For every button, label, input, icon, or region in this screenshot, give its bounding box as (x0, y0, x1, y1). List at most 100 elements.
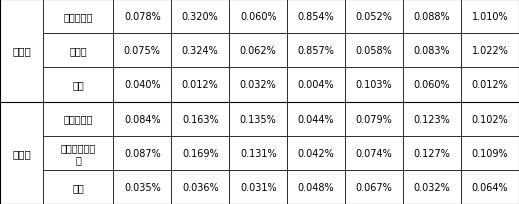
Text: 0.062%: 0.062% (240, 46, 277, 56)
Bar (461, 170, 519, 204)
Text: 0.032%: 0.032% (240, 80, 277, 90)
Bar (229, 68, 287, 102)
Bar (171, 102, 229, 136)
Bar (171, 170, 229, 204)
Text: 0.103%: 0.103% (356, 80, 392, 90)
Text: 比色法: 比色法 (69, 46, 87, 56)
Text: 0.035%: 0.035% (124, 182, 161, 192)
Bar (113, 0, 171, 34)
Bar (287, 68, 345, 102)
Text: 0.123%: 0.123% (414, 114, 450, 124)
Bar (43, 136, 113, 170)
Bar (461, 136, 519, 170)
Text: 0.044%: 0.044% (298, 114, 334, 124)
Bar (403, 102, 461, 136)
Bar (287, 102, 345, 136)
Text: 0.109%: 0.109% (472, 148, 508, 158)
Bar (229, 0, 287, 34)
Text: 0.078%: 0.078% (124, 12, 161, 22)
Text: 0.324%: 0.324% (182, 46, 218, 56)
Bar (403, 34, 461, 68)
Text: 误差: 误差 (72, 80, 84, 90)
Bar (229, 170, 287, 204)
Text: 0.042%: 0.042% (298, 148, 335, 158)
Bar (113, 68, 171, 102)
Bar (461, 0, 519, 34)
Text: 0.320%: 0.320% (182, 12, 218, 22)
Text: 荺光分析法: 荺光分析法 (63, 12, 93, 22)
Bar (43, 170, 113, 204)
Text: 荺光分析法: 荺光分析法 (63, 114, 93, 124)
Text: 0.074%: 0.074% (356, 148, 392, 158)
Text: 0.127%: 0.127% (414, 148, 450, 158)
Text: 1.010%: 1.010% (472, 12, 508, 22)
Bar (0, 0, 43, 102)
Text: 0.079%: 0.079% (356, 114, 392, 124)
Bar (43, 102, 113, 136)
Bar (287, 136, 345, 170)
Text: 0.012%: 0.012% (472, 80, 509, 90)
Bar (345, 136, 403, 170)
Text: 0.032%: 0.032% (414, 182, 450, 192)
Text: 0.058%: 0.058% (356, 46, 392, 56)
Text: 法: 法 (75, 155, 81, 165)
Text: 0.087%: 0.087% (124, 148, 161, 158)
Text: 0.163%: 0.163% (182, 114, 218, 124)
Bar (461, 34, 519, 68)
Text: 氟含量: 氟含量 (12, 46, 31, 56)
Bar (403, 170, 461, 204)
Text: 0.012%: 0.012% (182, 80, 218, 90)
Bar (403, 68, 461, 102)
Bar (113, 34, 171, 68)
Text: 0.048%: 0.048% (298, 182, 334, 192)
Bar (43, 34, 113, 68)
Bar (287, 34, 345, 68)
Text: 0.083%: 0.083% (414, 46, 450, 56)
Text: 氯含量: 氯含量 (12, 148, 31, 158)
Text: 0.857%: 0.857% (298, 46, 335, 56)
Bar (287, 170, 345, 204)
Text: 0.084%: 0.084% (124, 114, 160, 124)
Text: 0.036%: 0.036% (182, 182, 218, 192)
Text: 0.102%: 0.102% (472, 114, 509, 124)
Bar (171, 34, 229, 68)
Bar (345, 34, 403, 68)
Text: 0.052%: 0.052% (356, 12, 392, 22)
Text: 0.135%: 0.135% (240, 114, 277, 124)
Bar (461, 102, 519, 136)
Bar (345, 102, 403, 136)
Text: 0.031%: 0.031% (240, 182, 277, 192)
Bar (345, 0, 403, 34)
Bar (113, 136, 171, 170)
Text: 0.004%: 0.004% (298, 80, 334, 90)
Text: 0.131%: 0.131% (240, 148, 277, 158)
Text: 0.854%: 0.854% (298, 12, 335, 22)
Bar (229, 136, 287, 170)
Bar (171, 0, 229, 34)
Text: 0.064%: 0.064% (472, 182, 508, 192)
Bar (113, 170, 171, 204)
Text: 误差: 误差 (72, 182, 84, 192)
Bar (0, 102, 43, 204)
Bar (403, 136, 461, 170)
Bar (229, 102, 287, 136)
Bar (403, 0, 461, 34)
Bar (229, 34, 287, 68)
Text: 0.040%: 0.040% (124, 80, 160, 90)
Text: 0.075%: 0.075% (124, 46, 161, 56)
Bar (171, 68, 229, 102)
Bar (43, 68, 113, 102)
Bar (43, 0, 113, 34)
Text: 容量分析滴定: 容量分析滴定 (60, 143, 95, 153)
Bar (345, 68, 403, 102)
Text: 0.060%: 0.060% (414, 80, 450, 90)
Text: 0.169%: 0.169% (182, 148, 218, 158)
Text: 0.088%: 0.088% (414, 12, 450, 22)
Text: 0.060%: 0.060% (240, 12, 277, 22)
Bar (461, 68, 519, 102)
Text: 0.067%: 0.067% (356, 182, 392, 192)
Bar (287, 0, 345, 34)
Bar (345, 170, 403, 204)
Text: 1.022%: 1.022% (472, 46, 509, 56)
Bar (171, 136, 229, 170)
